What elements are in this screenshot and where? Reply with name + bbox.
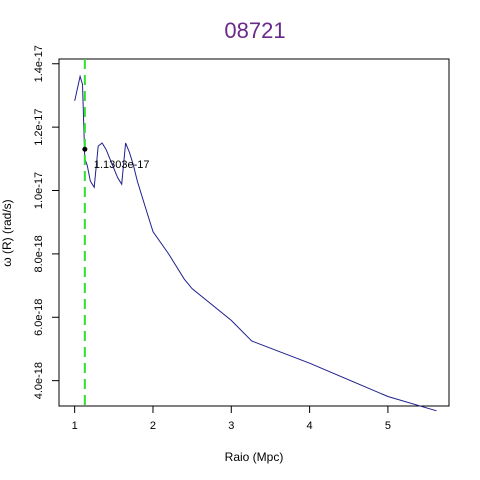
point-label: 1.1303e-17: [94, 159, 150, 171]
y-tick-label: 8.0e-18: [33, 235, 45, 272]
y-tick-label: 4.0e-18: [33, 362, 45, 399]
plot-frame: [58, 58, 450, 407]
y-axis-label: ω (R) (rad/s): [0, 199, 14, 266]
x-tick-label: 2: [150, 420, 156, 432]
chart-title: 08721: [224, 18, 285, 43]
x-axis-label: Raio (Mpc): [225, 450, 284, 464]
x-axis: 1 2 3 4 5: [72, 406, 391, 432]
marker-point: [82, 146, 88, 152]
y-tick-label: 1.4e-17: [33, 45, 45, 82]
x-tick-label: 3: [228, 420, 234, 432]
x-tick-label: 1: [72, 420, 78, 432]
y-tick-label: 6.0e-18: [33, 299, 45, 336]
y-tick-label: 1.2e-17: [33, 108, 45, 145]
series-line: [74, 74, 437, 412]
x-tick-label: 4: [307, 420, 313, 432]
x-tick-label: 5: [385, 420, 391, 432]
y-axis: 4.0e-18 6.0e-18 8.0e-18 1.0e-17 1.2e-17 1.4e-…: [33, 45, 59, 399]
y-tick-label: 1.0e-17: [33, 172, 45, 209]
